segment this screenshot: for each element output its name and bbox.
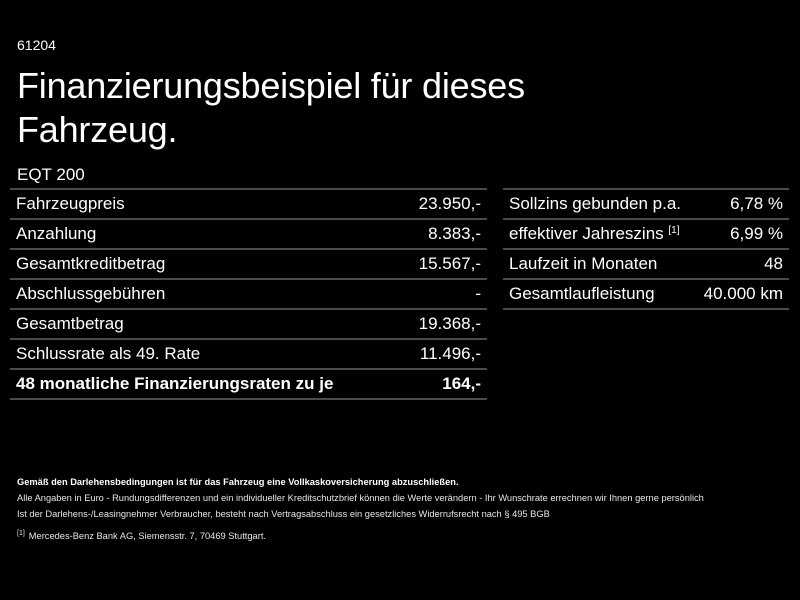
row-value: 40.000 km [694,279,789,310]
row-value: 6,99 % [694,219,789,250]
financing-table: Fahrzeugpreis 23.950,- Anzahlung 8.383,- G… [10,188,487,400]
offer-code: 61204 [17,37,56,53]
table-row: Gesamtlaufleistung 40.000 km [503,279,789,310]
row-label: effektiver Jahreszins [1] [503,219,695,250]
table-row: Abschlussgebühren - [10,279,487,310]
row-label: Gesamtkreditbetrag [10,249,400,280]
table-row: Schlussrate als 49. Rate 11.496,- [10,339,487,370]
table-row: Laufzeit in Monaten 48 [503,249,789,280]
row-value: 23.950,- [399,188,487,220]
interest-table: Sollzins gebunden p.a. 6,78 % effektiver … [503,188,789,310]
row-label: Gesamtlaufleistung [503,279,695,310]
table-row: effektiver Jahreszins [1] 6,99 % [503,219,789,250]
row-label: 48 monatliche Finanzierungsraten zu je [10,369,400,400]
table-row: Gesamtkreditbetrag 15.567,- [10,249,487,280]
page-title: Finanzierungsbeispiel für dieses Fahrzeu… [17,65,525,150]
footnote-marker: [1] [668,225,680,236]
footnote-text: Mercedes-Benz Bank AG, Siemensstr. 7, 70… [28,531,266,541]
vehicle-model: EQT 200 [17,165,85,184]
footnote-mark: [1] [17,530,25,537]
monthly-rate-row: 48 monatliche Finanzierungsraten zu je 16… [10,369,487,400]
row-value: 19.368,- [399,309,487,340]
table-row: Gesamtbetrag 19.368,- [10,309,487,340]
table-row: Anzahlung 8.383,- [10,219,487,250]
row-label: Gesamtbetrag [10,309,400,340]
disclaimer-line-2: Ist der Darlehens-/Leasingnehmer Verbrau… [17,509,550,519]
label-text: effektiver Jahreszins [509,224,664,243]
row-label: Fahrzeugpreis [10,188,400,220]
table-row: Sollzins gebunden p.a. 6,78 % [503,188,789,220]
legal-notes: Gemäß den Darlehensbedingungen ist für d… [17,474,797,544]
row-value: 6,78 % [694,188,789,220]
row-label: Abschlussgebühren [10,279,400,310]
row-value: 48 [694,249,789,280]
disclaimer-line-1: Alle Angaben in Euro - Rundungsdifferenz… [17,493,704,503]
row-label: Schlussrate als 49. Rate [10,339,400,370]
row-value: 15.567,- [399,249,487,280]
row-label: Anzahlung [10,219,400,250]
row-value: - [399,279,487,310]
row-label: Sollzins gebunden p.a. [503,188,695,220]
row-value: 11.496,- [399,339,487,370]
table-row: Fahrzeugpreis 23.950,- [10,188,487,220]
row-value: 164,- [399,369,487,400]
row-label: Laufzeit in Monaten [503,249,695,280]
row-value: 8.383,- [399,219,487,250]
insurance-note: Gemäß den Darlehensbedingungen ist für d… [17,477,459,487]
footnote: [1] Mercedes-Benz Bank AG, Siemensstr. 7,… [17,526,797,544]
